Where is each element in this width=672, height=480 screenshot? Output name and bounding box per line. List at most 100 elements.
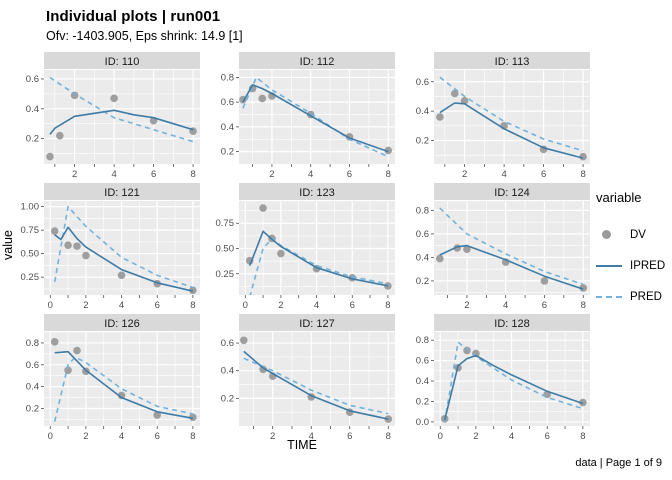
svg-text:0.75: 0.75	[21, 225, 40, 236]
svg-text:0.2: 0.2	[416, 136, 429, 147]
legend-item-ipred: IPRED	[596, 250, 665, 281]
svg-text:8: 8	[581, 300, 586, 311]
svg-text:4: 4	[501, 169, 506, 180]
svg-text:0.4: 0.4	[416, 376, 429, 387]
facet-series	[46, 76, 197, 161]
facet-strip	[239, 183, 395, 200]
facet-panel-id-110: ID: 110 2 4 6 8 0.2 0.4 0.6	[26, 52, 200, 180]
svg-text:0.2: 0.2	[416, 276, 429, 287]
page-caption: data | Page 1 of 9	[575, 457, 662, 469]
svg-text:2: 2	[269, 169, 274, 180]
svg-text:8: 8	[385, 300, 390, 311]
facet-panel-id-127: ID: 127 2 4 6 8 0.2 0.4 0.6	[221, 314, 395, 442]
svg-text:0.6: 0.6	[416, 356, 429, 367]
svg-text:0.6: 0.6	[416, 229, 429, 240]
x-axis-label: TIME	[287, 438, 317, 452]
svg-text:2: 2	[473, 431, 478, 442]
svg-text:0.8: 0.8	[416, 205, 429, 216]
svg-text:6: 6	[347, 169, 352, 180]
facet-panel-id-112: ID: 112 2 4 6 8 0.2 0.4 0.6 0.8	[221, 52, 395, 180]
facet-title: ID: 110	[105, 56, 140, 68]
facet-title: ID: 113	[495, 56, 530, 68]
facet-panel-id-124: ID: 124 2 4 6 8 0.2 0.4 0.6 0.8	[416, 183, 590, 311]
svg-text:4: 4	[309, 431, 314, 442]
facet-title: ID: 124	[494, 187, 529, 199]
facet-title: ID: 123	[299, 187, 334, 199]
svg-text:0.4: 0.4	[416, 252, 429, 263]
facet-panel-id-113: ID: 113 2 4 6 8 0.2 0.4 0.6	[416, 52, 590, 180]
facet-plot-area	[44, 70, 200, 164]
legend: variable DV IPRED PRED	[596, 190, 665, 312]
page-subtitle: Ofv: -1403.905, Eps shrink: 14.9 [1]	[46, 29, 243, 43]
svg-text:6: 6	[350, 300, 355, 311]
facet-series	[440, 341, 587, 423]
legend-item-label: DV	[630, 228, 646, 241]
svg-text:6: 6	[151, 169, 156, 180]
svg-text:6: 6	[347, 431, 352, 442]
page-title: Individual plots | run001	[46, 8, 221, 25]
svg-text:2: 2	[72, 169, 77, 180]
svg-text:0.6: 0.6	[26, 74, 39, 85]
y-axis-label: value	[1, 230, 15, 260]
facet-series	[50, 205, 197, 295]
facet-strip	[44, 52, 200, 69]
legend-title: variable	[596, 190, 642, 205]
svg-text:0.2: 0.2	[26, 404, 39, 415]
facet-plot-area	[434, 70, 590, 164]
svg-text:0.75: 0.75	[216, 218, 235, 229]
legend-item-label: PRED	[630, 290, 662, 303]
svg-text:0.50: 0.50	[216, 244, 235, 255]
facet-title: ID: 112	[300, 56, 335, 68]
facet-title: ID: 127	[299, 318, 334, 330]
legend-item-label: IPRED	[630, 259, 666, 272]
facet-panel-id-128: ID: 128 0 2 4 6 8 0.0 0.2 0.4 0.6 0.8	[416, 314, 590, 442]
svg-text:0.6: 0.6	[26, 360, 39, 371]
svg-text:8: 8	[580, 169, 585, 180]
svg-text:0.8: 0.8	[221, 72, 234, 83]
facet-panel-id-126: ID: 126 0 2 4 6 8 0.2 0.4 0.6 0.8	[26, 314, 200, 442]
svg-text:4: 4	[119, 300, 124, 311]
facet-panel-id-121: ID: 121 0 2 4 6 8 0.25 0.50 0.75 1.00	[21, 183, 200, 311]
svg-text:0.25: 0.25	[21, 272, 40, 283]
facet-strip	[239, 52, 395, 69]
svg-text:6: 6	[155, 300, 160, 311]
svg-text:6: 6	[545, 431, 550, 442]
svg-text:8: 8	[190, 300, 195, 311]
svg-text:6: 6	[542, 300, 547, 311]
facet-strip	[44, 314, 200, 331]
svg-text:0.2: 0.2	[26, 134, 39, 145]
svg-text:0: 0	[48, 300, 53, 311]
svg-text:0.8: 0.8	[416, 335, 429, 346]
svg-text:0.2: 0.2	[221, 147, 234, 158]
svg-text:6: 6	[155, 431, 160, 442]
facet-series	[239, 76, 393, 158]
facet-title: ID: 128	[494, 318, 529, 330]
facet-strip	[44, 183, 200, 200]
svg-text:2: 2	[270, 431, 275, 442]
svg-text:2: 2	[83, 300, 88, 311]
svg-text:4: 4	[308, 169, 313, 180]
facet-grid: ID: 110 2 4 6 8 0.2 0.4 0.6 ID: 112 2 4 6 8 0.2 0.4 0.6…	[14, 52, 592, 442]
svg-text:0.4: 0.4	[26, 104, 39, 115]
svg-text:0.6: 0.6	[221, 97, 234, 108]
facet-panel-id-123: ID: 123 0 2 4 6 8 0.25 0.50 0.75	[216, 183, 395, 311]
svg-text:8: 8	[386, 169, 391, 180]
pred-dashed-line-glyph-icon	[596, 295, 622, 298]
svg-text:0.6: 0.6	[416, 77, 429, 88]
svg-text:8: 8	[580, 431, 585, 442]
svg-text:4: 4	[503, 300, 508, 311]
facet-strip	[434, 52, 590, 69]
legend-item-pred: PRED	[596, 281, 665, 312]
svg-text:0.4: 0.4	[416, 106, 429, 117]
ipred-solid-line-glyph-icon	[596, 264, 622, 267]
svg-text:2: 2	[462, 169, 467, 180]
svg-text:2: 2	[83, 431, 88, 442]
svg-text:0: 0	[48, 431, 53, 442]
facet-series	[436, 76, 587, 161]
svg-text:2: 2	[278, 300, 283, 311]
svg-text:1.00: 1.00	[21, 202, 40, 213]
facet-series	[240, 336, 393, 423]
svg-text:0.4: 0.4	[221, 366, 234, 377]
facet-plot-area	[239, 70, 395, 164]
svg-text:0: 0	[243, 300, 248, 311]
